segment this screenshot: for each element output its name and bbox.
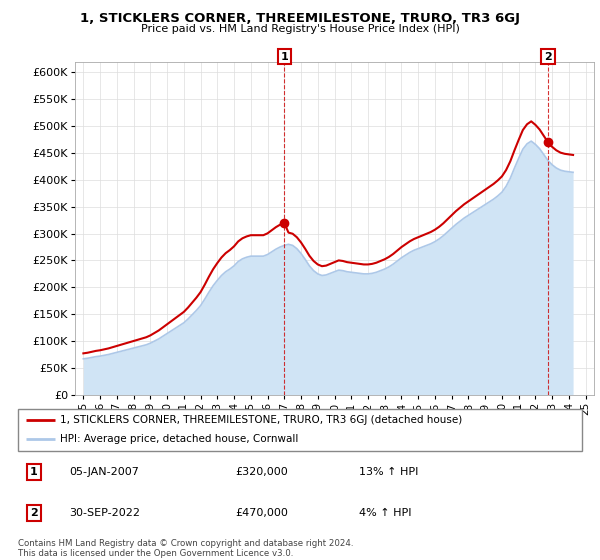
Text: 30-SEP-2022: 30-SEP-2022 [69, 508, 140, 518]
Text: Price paid vs. HM Land Registry's House Price Index (HPI): Price paid vs. HM Land Registry's House … [140, 24, 460, 34]
Text: 4% ↑ HPI: 4% ↑ HPI [359, 508, 412, 518]
Text: 1: 1 [280, 52, 288, 62]
Text: 2: 2 [30, 508, 38, 518]
Text: 05-JAN-2007: 05-JAN-2007 [69, 467, 139, 477]
Text: 1, STICKLERS CORNER, THREEMILESTONE, TRURO, TR3 6GJ: 1, STICKLERS CORNER, THREEMILESTONE, TRU… [80, 12, 520, 25]
Text: £470,000: £470,000 [235, 508, 288, 518]
Text: £320,000: £320,000 [235, 467, 288, 477]
Text: HPI: Average price, detached house, Cornwall: HPI: Average price, detached house, Corn… [60, 435, 299, 445]
Text: Contains HM Land Registry data © Crown copyright and database right 2024.
This d: Contains HM Land Registry data © Crown c… [18, 539, 353, 558]
Text: 13% ↑ HPI: 13% ↑ HPI [359, 467, 419, 477]
Text: 2: 2 [544, 52, 552, 62]
FancyBboxPatch shape [18, 409, 582, 451]
Text: 1, STICKLERS CORNER, THREEMILESTONE, TRURO, TR3 6GJ (detached house): 1, STICKLERS CORNER, THREEMILESTONE, TRU… [60, 415, 463, 425]
Text: 1: 1 [30, 467, 38, 477]
